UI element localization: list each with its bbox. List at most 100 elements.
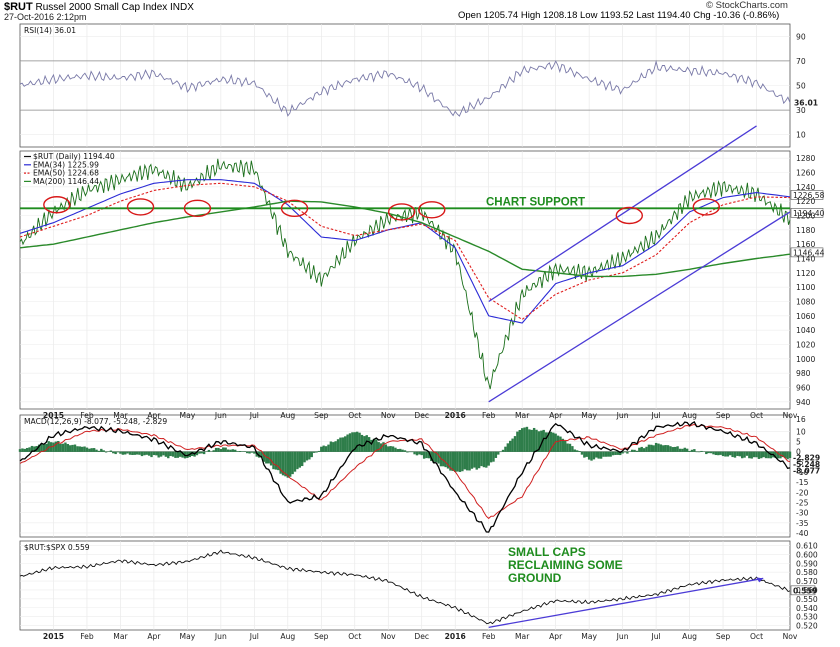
ratio-tick-label: 0.590 (796, 559, 818, 568)
ratio-x-tick-label: Sep (716, 632, 730, 641)
macd-histogram-bar (566, 443, 569, 452)
macd-histogram-bar (528, 429, 531, 452)
macd-histogram-bar (599, 451, 603, 459)
macd-tick-label: -25 (796, 498, 809, 507)
macd-histogram-bar (549, 431, 553, 452)
macd-histogram-bar (685, 448, 689, 452)
macd-histogram-bar (124, 451, 127, 455)
price-legend-item: EMA(50) 1224.68 (33, 169, 99, 178)
ohlc-summary: Open 1205.74 High 1208.18 Low 1193.52 La… (458, 10, 780, 21)
macd-histogram-bar (358, 432, 361, 452)
macd-histogram-bar (248, 451, 251, 454)
price-tick-label: 1180 (796, 226, 815, 235)
rsi-legend: RSI(14) 36.01 (24, 26, 76, 35)
ratio-frame (19, 540, 791, 631)
price-tick-label: 1200 (796, 212, 815, 221)
macd-histogram-bar (788, 451, 792, 458)
macd-histogram-bar (257, 451, 261, 458)
ratio-x-tick-label: Apr (147, 632, 161, 641)
price-x-tick-label: Mar (515, 411, 530, 420)
macd-histogram-bar (73, 444, 77, 452)
price-legend-item: EMA(34) 1225.99 (33, 160, 99, 169)
macd-histogram-bar (444, 451, 447, 468)
macd-histogram-bar (511, 438, 514, 452)
rsi-current-value: 36.01 (794, 99, 818, 108)
macd-histogram-bar (659, 444, 663, 452)
macd-histogram-bar (37, 444, 41, 452)
macd-tick-label: 5 (796, 437, 801, 446)
macd-histogram-bar (303, 451, 306, 463)
macd-histogram-bar (755, 451, 758, 458)
macd-histogram-bar (537, 431, 541, 452)
ratio-line (19, 549, 791, 625)
macd-histogram-bar (408, 451, 411, 453)
macd-histogram-bar (726, 451, 730, 457)
macd-histogram-bar (762, 451, 765, 458)
macd-histogram-bar (540, 430, 543, 452)
rsi-line (19, 59, 791, 117)
macd-histogram-bar (616, 451, 620, 455)
macd-histogram-bar (200, 451, 203, 454)
price-x-tick-label: Oct (750, 411, 763, 420)
macd-histogram-bar (140, 451, 144, 457)
macd-legend: MACD(12,26,9) -8.077, -5.248, -2.829 (24, 417, 167, 426)
macd-histogram-bar (664, 445, 667, 452)
macd-histogram-bar (88, 448, 91, 452)
macd-histogram-bar (630, 449, 634, 452)
macd-histogram-bar (119, 451, 122, 454)
ratio-x-tick-label: Dec (414, 632, 429, 641)
ratio-tick-label: 0.560 (796, 586, 818, 595)
macd-histogram-bar (642, 448, 646, 452)
price-tick-label: 1120 (796, 269, 815, 278)
ratio-legend: $RUT:$SPX 0.559 (24, 543, 90, 552)
price-x-tick-label: Oct (348, 411, 361, 420)
macd-histogram-bar (578, 451, 581, 452)
macd-histogram-bar (748, 451, 751, 459)
price-tick-label: 1140 (796, 255, 815, 264)
chart-support-label: CHART SUPPORT (486, 196, 585, 208)
macd-histogram-bar (449, 451, 452, 471)
ratio-tick-label: 0.600 (796, 550, 818, 559)
support-touch-circle (692, 198, 721, 216)
macd-histogram-bar (243, 451, 246, 452)
macd-histogram-bar (396, 449, 400, 452)
small-caps-annotation-line: GROUND (508, 571, 562, 585)
macd-histogram-bar (764, 451, 768, 459)
macd-histogram-bar (705, 451, 708, 455)
macd-histogram-bar (344, 436, 347, 452)
macd-histogram-bar (700, 450, 703, 452)
macd-histogram-bar (738, 451, 741, 457)
macd-histogram-bar (590, 451, 593, 461)
macd-histogram-bar (592, 451, 596, 460)
macd-histogram-bar (179, 451, 182, 457)
ratio-tick-label: 0.610 (796, 541, 818, 550)
macd-histogram-bar (217, 447, 220, 452)
macd-histogram-bar (143, 451, 146, 456)
macd-histogram-bar (583, 451, 586, 458)
macd-histogram-bar (743, 451, 746, 458)
macd-histogram-bar (458, 451, 462, 472)
macd-value-label: -5.248 (793, 460, 820, 469)
macd-histogram-bar (674, 446, 677, 452)
ma-200-line (19, 200, 791, 278)
macd-histogram-bar (40, 443, 43, 452)
macd-histogram-bar (609, 451, 612, 457)
macd-histogram-bar (202, 451, 206, 455)
axis-labels: 9070503010128012601240122012001180116011… (43, 32, 818, 641)
macd-histogram-bar (66, 444, 70, 452)
macd-histogram-bar (190, 451, 194, 457)
macd-signal-line (19, 423, 791, 520)
macd-histogram-bar (575, 450, 579, 452)
macd-histogram-bar (174, 451, 177, 458)
macd-histogram-bar (516, 431, 519, 452)
macd-histogram-bar (721, 451, 725, 457)
macd-histogram-bar (786, 451, 789, 460)
macd-histogram-bar (504, 446, 507, 452)
macd-histogram-bar (269, 451, 273, 466)
ratio-x-tick-label: May (180, 632, 196, 641)
price-x-tick-label: 2016 (445, 411, 466, 420)
macd-histogram-bar (387, 446, 390, 452)
price-x-tick-label: Feb (80, 411, 94, 420)
macd-histogram-bar (418, 451, 421, 455)
